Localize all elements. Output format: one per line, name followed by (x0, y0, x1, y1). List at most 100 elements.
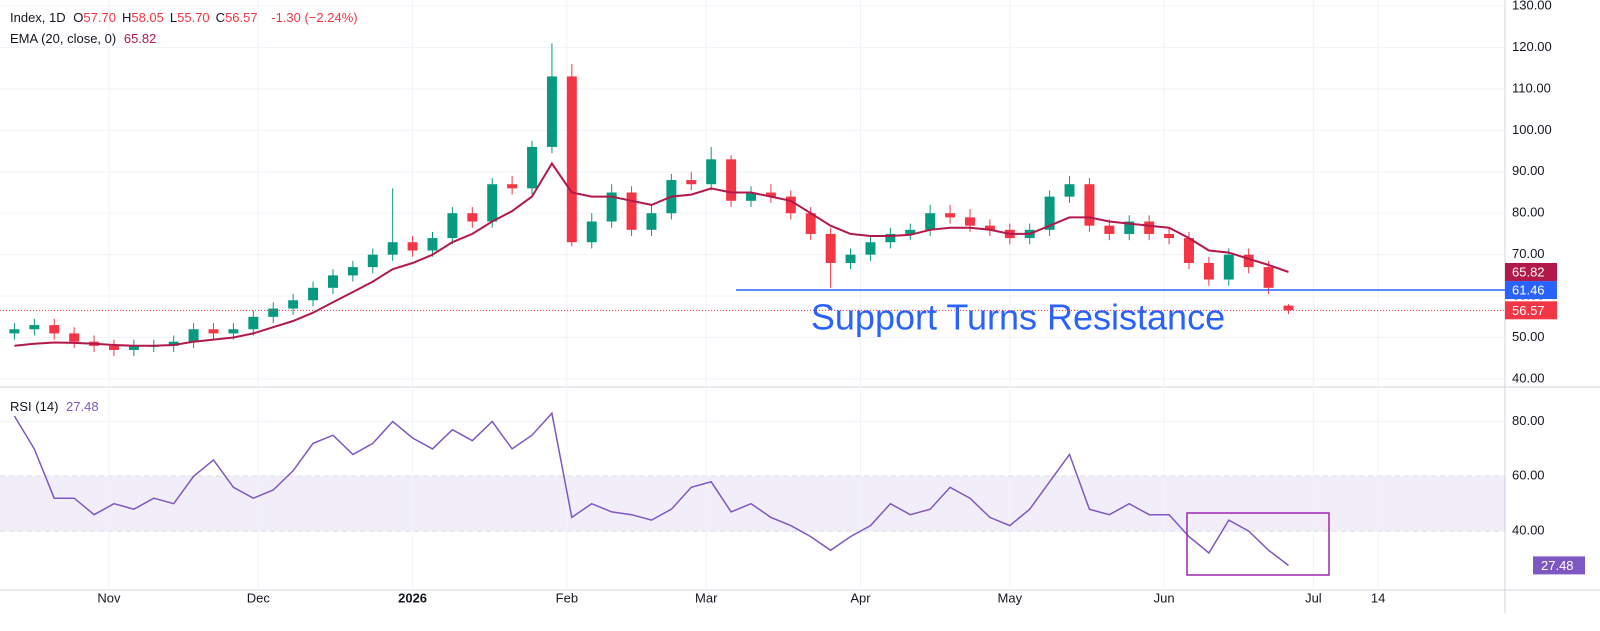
candle-body (527, 146, 538, 189)
candle-body (168, 341, 179, 346)
rsi-tag-bg (1533, 556, 1585, 575)
candle-body (566, 76, 577, 243)
y-tick-label: 40.00 (1512, 523, 1545, 538)
candle-body (108, 345, 119, 350)
candle-body (248, 316, 259, 330)
candle-body (965, 217, 975, 226)
line-series (13, 411, 1289, 566)
candle-body (925, 213, 936, 230)
candle-body (1124, 221, 1135, 234)
candle-body (447, 213, 458, 239)
candle-body (507, 184, 518, 189)
rsi-tag: 27.48 (1541, 558, 1574, 573)
candle-body (288, 300, 299, 309)
ohlc-value: 56.57 (225, 10, 258, 25)
candle-body (188, 329, 199, 342)
candle-body (29, 325, 40, 330)
candle-body (805, 213, 816, 234)
candle-body (686, 180, 697, 185)
x-tick-label: Feb (556, 590, 578, 605)
ohlc-item: O57.70 (73, 10, 116, 25)
x-tick-label: May (998, 590, 1023, 605)
candle-body (347, 267, 358, 276)
y-tick-label: 90.00 (1512, 163, 1545, 178)
x-tick-label: Jun (1154, 590, 1175, 605)
ema-legend: EMA (20, close, 0) 65.82 (10, 31, 160, 46)
ohlc-value: 57.70 (83, 10, 116, 25)
highlight-box (1186, 512, 1330, 576)
y-tick-label: 130.00 (1512, 0, 1552, 12)
candle-body (327, 275, 338, 288)
support-tag-bg (1505, 281, 1557, 300)
x-tick-label: 14 (1371, 590, 1385, 605)
ohlc: O57.70 H58.05 L55.70 C56.57 (73, 10, 263, 25)
candle-body (1263, 267, 1274, 288)
x-tick-label: Nov (97, 590, 121, 605)
candle-body (765, 192, 776, 197)
ohlc-label: C (215, 10, 226, 25)
y-tick-label: 100.00 (1512, 122, 1552, 137)
candle-body (128, 345, 139, 350)
candle-body (905, 229, 916, 234)
candle-body (1064, 184, 1075, 197)
x-tick-label: Dec (247, 590, 271, 605)
candle-body (1084, 184, 1095, 226)
ohlc-label: H (121, 10, 132, 25)
candle-body (586, 221, 597, 243)
candle-body (626, 192, 637, 230)
candle-body (825, 233, 836, 263)
ohlc-item: H58.05 (122, 10, 164, 25)
ohlc-label: L (169, 10, 178, 25)
rsi-band (0, 476, 1505, 532)
candle-body (268, 308, 279, 317)
candle-body (1144, 221, 1155, 234)
ohlc-label: O (73, 10, 84, 25)
candle-body (945, 213, 956, 218)
symbol: Index, 1D (10, 10, 66, 25)
candle-body (1223, 254, 1234, 280)
candle-body (1104, 225, 1115, 234)
candle-body (308, 287, 319, 301)
y-tick-label: 120.00 (1512, 39, 1552, 54)
candle-body (706, 159, 717, 185)
line-series (14, 161, 1289, 347)
candle-body (1044, 196, 1055, 230)
candle-body (785, 196, 796, 214)
candle-body (367, 254, 378, 268)
ema-tag: 65.82 (1512, 264, 1545, 279)
candle-body (9, 329, 20, 334)
candle-body (746, 192, 756, 201)
ema-value: 65.82 (123, 31, 157, 46)
price-legend: Index, 1D O57.70 H58.05 L55.70 C56.57 -1.30… (10, 10, 362, 25)
candle-body (646, 213, 657, 230)
candle-body (1283, 305, 1294, 311)
rsi-name: RSI (14) (10, 399, 59, 414)
candle-body (1183, 238, 1194, 263)
ohlc-item: L55.70 (170, 10, 210, 25)
candle-body (427, 238, 438, 251)
candle-body (726, 159, 737, 201)
candle-body (845, 254, 856, 263)
y-tick-label: 80.00 (1512, 205, 1545, 220)
candle-body (467, 213, 478, 222)
candle-body (984, 225, 995, 230)
candle-body (546, 76, 557, 147)
annotation: Support Turns Resistance (811, 297, 1225, 338)
candle-body (407, 242, 418, 251)
close-tag-bg (1505, 301, 1557, 320)
y-tick-label: 70.00 (1512, 246, 1545, 261)
x-tick-label: Mar (695, 590, 718, 605)
y-tick-label: 80.00 (1512, 413, 1545, 428)
ohlc-value: 58.05 (131, 10, 164, 25)
candle-body (606, 192, 617, 222)
candle-body (208, 329, 219, 334)
y-tick-label: 50.00 (1512, 329, 1545, 344)
y-tick-label: 110.00 (1512, 80, 1551, 95)
candle-body (1203, 262, 1214, 280)
close-tag: 56.57 (1512, 303, 1545, 318)
x-tick-label: Apr (850, 590, 871, 605)
candle-body (387, 242, 398, 255)
y-tick-label: 60.00 (1512, 468, 1545, 483)
ema-name: EMA (20, close, 0) (10, 31, 117, 46)
